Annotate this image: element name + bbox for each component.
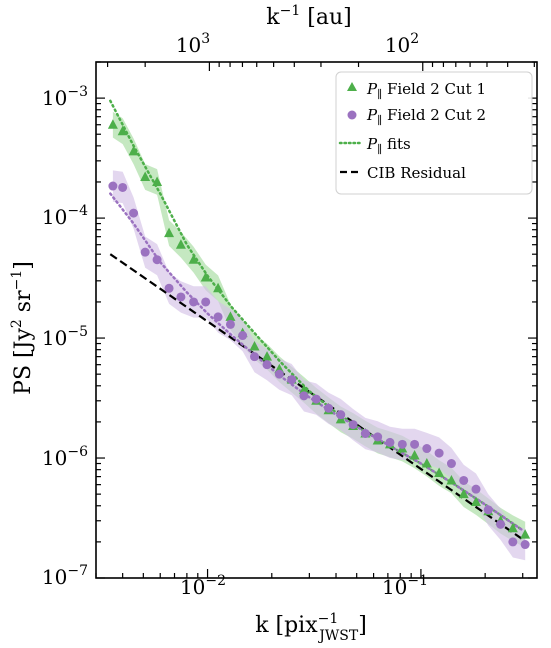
data-point-cut2	[152, 255, 162, 265]
data-point-cut2	[213, 312, 223, 322]
y-tick-label-1e-6: 10−6	[42, 444, 88, 470]
data-point-cut2	[410, 439, 420, 449]
data-point-cut1	[409, 449, 420, 460]
data-point-cut2	[262, 360, 272, 370]
plot-frame	[95, 61, 538, 579]
data-point-cut2	[287, 375, 297, 385]
plot-border	[95, 61, 538, 579]
data-point-cut1	[262, 351, 273, 361]
data-point-cut2	[459, 475, 469, 485]
data-point-cut1	[520, 529, 531, 539]
data-point-cut1	[188, 254, 199, 264]
axis-ticks	[95, 61, 537, 579]
legend-label-cib: CIB Residual	[367, 164, 466, 182]
data-point-cut1	[213, 282, 224, 293]
data-point-cut1	[434, 467, 445, 478]
y-tick-label-1e-5: 10−5	[42, 324, 88, 350]
x-axis-title: k [pix−1 JWST]	[255, 611, 367, 644]
data-point-cut2	[201, 297, 211, 307]
legend-label-cut1: P∥ Field 2 Cut 1	[366, 80, 486, 101]
x-tick-label-1e-2: 10−2	[180, 573, 226, 599]
data-point-cut2	[118, 182, 128, 192]
data-point-cut1	[175, 239, 186, 249]
data-point-cut2	[385, 437, 395, 447]
data-point-cut2	[471, 484, 481, 494]
data-point-cut2	[324, 403, 334, 413]
data-point-cut2	[397, 439, 407, 449]
data-point-cut2	[250, 352, 260, 362]
data-point-cut2	[496, 519, 506, 529]
data-point-cut1	[421, 458, 432, 468]
x-tick-label-1e-1: 10−1	[382, 573, 428, 599]
data-point-cut2	[434, 448, 444, 458]
data-point-cut2	[422, 444, 432, 454]
data-point-cut2	[238, 331, 248, 341]
data-point-cut1	[107, 119, 118, 129]
data-point-cut1	[470, 496, 481, 507]
data-point-cut1	[298, 384, 309, 394]
y-axis-title: PS [Jy2 sr−1]	[9, 261, 36, 395]
data-point-cut1	[152, 176, 163, 186]
data-point-cut1	[128, 145, 139, 156]
y-tick-label-1e-3: 10−3	[42, 84, 88, 110]
legend-circle-marker	[347, 110, 357, 120]
data-point-cut2	[225, 319, 235, 329]
data-point-cut2	[311, 394, 321, 404]
data-point-cut2	[508, 537, 518, 547]
legend-label-fits: P∥ fits	[366, 135, 411, 156]
data-point-cut1	[249, 341, 260, 351]
data-point-cut2	[108, 181, 118, 191]
top-tick-label-1e2: 102	[385, 31, 419, 57]
data-point-cut2	[373, 432, 383, 442]
data-point-cut2	[140, 247, 150, 257]
data-point-cut2	[348, 420, 358, 430]
y-tick-label-1e-7: 10−7	[42, 563, 88, 589]
data-point-cut1	[507, 522, 518, 533]
legend-label-cut2: P∥ Field 2 Cut 2	[366, 106, 486, 127]
data-point-cut2	[483, 505, 493, 515]
data-point-cut1	[446, 474, 457, 485]
top-tick-label-1e3: 103	[176, 31, 210, 57]
data-point-cut1	[458, 488, 469, 499]
data-markers	[107, 119, 531, 550]
data-point-cut2	[274, 369, 284, 379]
data-point-cut1	[140, 171, 151, 182]
legend: P∥ Field 2 Cut 1 P∥ Field 2 Cut 2 P∥ fit…	[335, 71, 533, 195]
data-point-cut2	[336, 410, 346, 420]
data-point-cut2	[129, 208, 139, 218]
data-point-cut2	[176, 292, 186, 302]
data-point-cut1	[164, 227, 175, 238]
data-point-cut2	[446, 459, 456, 469]
data-point-cut2	[360, 429, 370, 439]
data-point-cut2	[299, 391, 309, 401]
data-point-cut2	[189, 297, 199, 307]
data-point-cut1	[225, 311, 236, 321]
data-point-cut2	[520, 540, 530, 550]
legend-box	[335, 71, 533, 195]
data-point-cut2	[164, 283, 174, 293]
y-tick-label-1e-4: 10−4	[42, 203, 88, 229]
top-axis-title: k−1 [au]	[266, 3, 351, 30]
data-point-cut1	[200, 271, 211, 282]
data-point-cut1	[117, 125, 128, 136]
legend-triangle-marker	[347, 82, 357, 91]
